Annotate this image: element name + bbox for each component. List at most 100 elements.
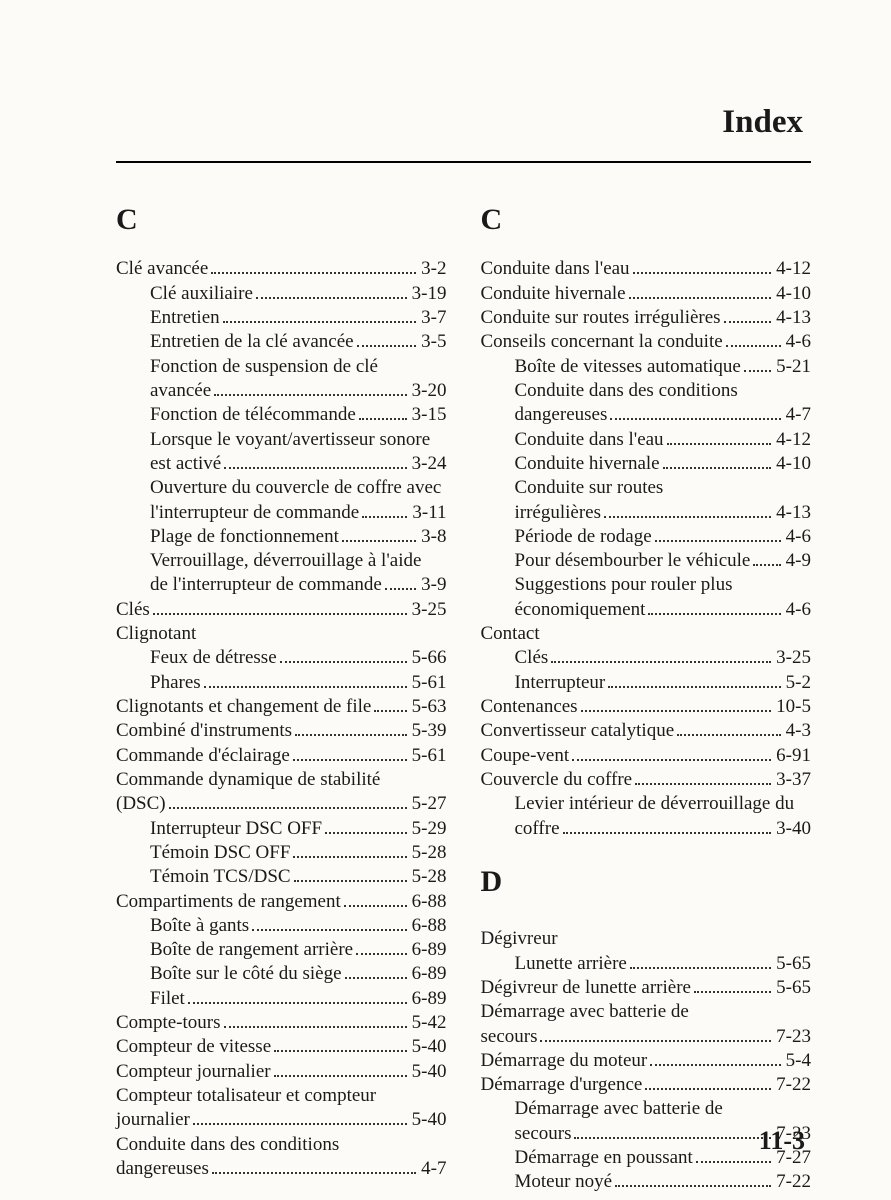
index-subentry: Verrouillage, déverrouillage à l'aide bbox=[116, 549, 447, 573]
entry-page: 4-10 bbox=[774, 282, 811, 306]
entry-continuation: irrégulières4-13 bbox=[481, 501, 812, 525]
leader-dots bbox=[280, 661, 407, 663]
entry-label: Combiné d'instruments bbox=[116, 719, 292, 743]
entry-page: 3-20 bbox=[410, 379, 447, 403]
entry-page: 5-40 bbox=[410, 1060, 447, 1084]
entry-continuation: économiquement4-6 bbox=[481, 598, 812, 622]
leader-dots bbox=[342, 540, 416, 542]
entry-label: Conduite dans l'eau bbox=[481, 257, 630, 281]
right-column: CConduite dans l'eau4-12Conduite hiverna… bbox=[481, 199, 812, 1195]
index-subentry: Conduite dans des conditions bbox=[481, 379, 812, 403]
entry-label: Clignotant bbox=[116, 622, 196, 646]
header-rule bbox=[116, 161, 811, 163]
left-column: CClé avancée3-2Clé auxiliaire3-19Entreti… bbox=[116, 199, 447, 1195]
index-entry: Démarrage avec batterie de bbox=[481, 1000, 812, 1024]
entry-continuation: est activé3-24 bbox=[116, 452, 447, 476]
leader-dots bbox=[374, 710, 406, 712]
index-subentry: Conduite sur routes bbox=[481, 476, 812, 500]
entry-page: 5-65 bbox=[774, 976, 811, 1000]
entry-label: Période de rodage bbox=[515, 525, 652, 549]
index-subentry: Période de rodage4-6 bbox=[481, 525, 812, 549]
entry-label: Clés bbox=[515, 646, 549, 670]
index-entry: Compteur journalier 5-40 bbox=[116, 1060, 447, 1084]
entry-page: 3-8 bbox=[419, 525, 446, 549]
leader-dots bbox=[667, 443, 772, 445]
index-subentry: Interrupteur5-2 bbox=[481, 671, 812, 695]
leader-dots bbox=[256, 297, 407, 299]
columns: CClé avancée3-2Clé auxiliaire3-19Entreti… bbox=[116, 199, 811, 1195]
entry-label: Moteur noyé bbox=[515, 1170, 613, 1194]
entry-label: Conduite sur routes bbox=[515, 476, 664, 500]
entry-label: Pour désembourber le véhicule bbox=[515, 549, 751, 573]
index-subentry: Boîte de vitesses automatique5-21 bbox=[481, 355, 812, 379]
entry-continuation: secours7-23 bbox=[481, 1025, 812, 1049]
index-entry: Conseils concernant la conduite4-6 bbox=[481, 330, 812, 354]
entry-page: 6-89 bbox=[410, 938, 447, 962]
entry-label: Conduite dans des conditions bbox=[515, 379, 738, 403]
leader-dots bbox=[696, 1161, 771, 1163]
entry-label: Démarrage avec batterie de bbox=[481, 1000, 689, 1024]
index-subentry: Témoin DSC OFF5-28 bbox=[116, 841, 447, 865]
leader-dots bbox=[295, 734, 407, 736]
index-entry: Clé avancée3-2 bbox=[116, 257, 447, 281]
leader-dots bbox=[211, 272, 416, 274]
leader-dots bbox=[633, 272, 772, 274]
leader-dots bbox=[608, 686, 780, 688]
leader-dots bbox=[344, 905, 407, 907]
entry-label: Ouverture du couvercle de coffre avec bbox=[150, 476, 441, 500]
index-subentry: Lorsque le voyant/avertisseur sonore bbox=[116, 428, 447, 452]
entry-page: 6-89 bbox=[410, 987, 447, 1011]
entry-label: Commande dynamique de stabilité bbox=[116, 768, 380, 792]
entry-label: Boîte à gants bbox=[150, 914, 249, 938]
index-subentry: Entretien de la clé avancée3-5 bbox=[116, 330, 447, 354]
entry-label: Démarrage en poussant bbox=[515, 1146, 693, 1170]
leader-dots bbox=[677, 734, 781, 736]
leader-dots bbox=[204, 686, 407, 688]
leader-dots bbox=[604, 516, 771, 518]
entry-continuation: l'interrupteur de commande3-11 bbox=[116, 501, 447, 525]
entry-label: Boîte de vitesses automatique bbox=[515, 355, 741, 379]
entry-continuation: journalier5-40 bbox=[116, 1108, 447, 1132]
entry-page: 4-12 bbox=[774, 428, 811, 452]
leader-dots bbox=[212, 1172, 416, 1174]
entry-label: journalier bbox=[116, 1108, 190, 1132]
index-subentry: Plage de fonctionnement3-8 bbox=[116, 525, 447, 549]
entry-page: 3-40 bbox=[774, 817, 811, 841]
index-subentry: Clé auxiliaire3-19 bbox=[116, 282, 447, 306]
entry-label: Convertisseur catalytique bbox=[481, 719, 675, 743]
entry-page: 6-88 bbox=[410, 914, 447, 938]
entry-page: 3-37 bbox=[774, 768, 811, 792]
entry-label: Lorsque le voyant/avertisseur sonore bbox=[150, 428, 430, 452]
entry-label: économiquement bbox=[515, 598, 646, 622]
index-entry: Conduite sur routes irrégulières4-13 bbox=[481, 306, 812, 330]
leader-dots bbox=[572, 759, 771, 761]
entry-page: 3-19 bbox=[410, 282, 447, 306]
entry-page: 6-91 bbox=[774, 744, 811, 768]
entry-label: Filet bbox=[150, 987, 185, 1011]
index-subentry: Boîte à gants 6-88 bbox=[116, 914, 447, 938]
entry-label: dangereuses bbox=[515, 403, 608, 427]
page-title: Index bbox=[116, 104, 811, 151]
entry-label: secours bbox=[515, 1122, 572, 1146]
entry-label: Coupe-vent bbox=[481, 744, 570, 768]
entry-label: Compteur journalier bbox=[116, 1060, 271, 1084]
index-entry: Commande dynamique de stabilité bbox=[116, 768, 447, 792]
entry-page: 4-13 bbox=[774, 306, 811, 330]
leader-dots bbox=[655, 540, 781, 542]
entry-label: Contact bbox=[481, 622, 540, 646]
leader-dots bbox=[325, 832, 407, 834]
leader-dots bbox=[223, 321, 417, 323]
entry-label: Entretien bbox=[150, 306, 220, 330]
entry-page: 5-63 bbox=[410, 695, 447, 719]
index-entry: Clignotant bbox=[116, 622, 447, 646]
entry-label: Démarrage avec batterie de bbox=[515, 1097, 723, 1121]
index-entry: Compte-tours5-42 bbox=[116, 1011, 447, 1035]
entry-page: 5-61 bbox=[410, 744, 447, 768]
index-subentry: Moteur noyé7-22 bbox=[481, 1170, 812, 1194]
entry-label: Lunette arrière bbox=[515, 952, 627, 976]
index-subentry: Témoin TCS/DSC5-28 bbox=[116, 865, 447, 889]
leader-dots bbox=[540, 1040, 771, 1042]
leader-dots bbox=[193, 1123, 407, 1125]
entry-label: Témoin DSC OFF bbox=[150, 841, 290, 865]
entry-label: l'interrupteur de commande bbox=[150, 501, 359, 525]
